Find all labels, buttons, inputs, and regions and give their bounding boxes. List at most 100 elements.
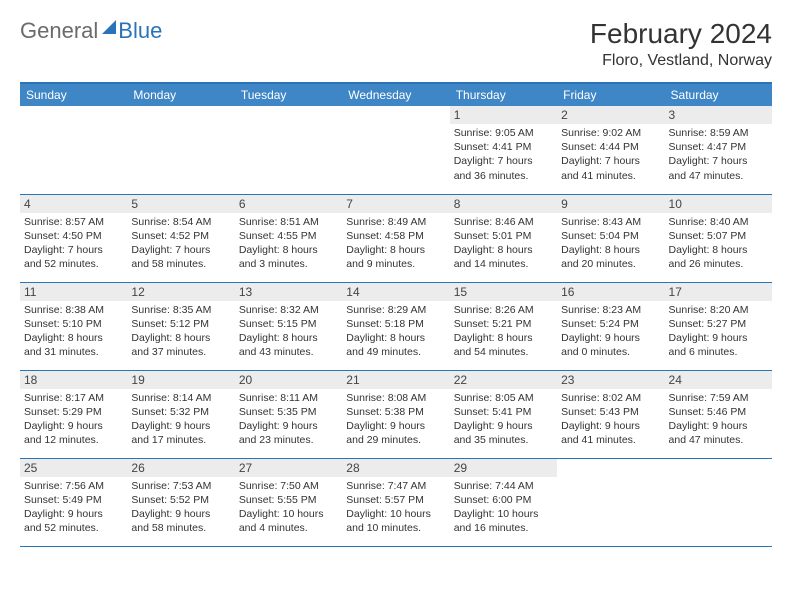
day-info: Sunrise: 8:26 AMSunset: 5:21 PMDaylight:… — [454, 303, 553, 360]
day-cell: 25 Sunrise: 7:56 AMSunset: 5:49 PMDayligh… — [20, 458, 127, 546]
logo-text-general: General — [20, 18, 98, 44]
weekday-header: Tuesday — [235, 83, 342, 106]
calendar-row: 25 Sunrise: 7:56 AMSunset: 5:49 PMDayligh… — [20, 458, 772, 546]
day-info: Sunrise: 7:56 AMSunset: 5:49 PMDaylight:… — [24, 479, 123, 536]
day-info: Sunrise: 9:02 AMSunset: 4:44 PMDaylight:… — [561, 126, 660, 183]
weekday-header: Monday — [127, 83, 234, 106]
day-info: Sunrise: 8:29 AMSunset: 5:18 PMDaylight:… — [346, 303, 445, 360]
empty-cell — [557, 458, 664, 546]
day-info: Sunrise: 7:53 AMSunset: 5:52 PMDaylight:… — [131, 479, 230, 536]
day-cell: 4Sunrise: 8:57 AMSunset: 4:50 PMDaylight… — [20, 194, 127, 282]
day-number: 28 — [342, 459, 449, 477]
weekday-header: Friday — [557, 83, 664, 106]
day-cell: 29 Sunrise: 7:44 AMSunset: 6:00 PMDayligh… — [450, 458, 557, 546]
day-info: Sunrise: 8:11 AMSunset: 5:35 PMDaylight:… — [239, 391, 338, 448]
calendar-row: 4Sunrise: 8:57 AMSunset: 4:50 PMDaylight… — [20, 194, 772, 282]
calendar-row: 11 Sunrise: 8:38 AMSunset: 5:10 PMDayligh… — [20, 282, 772, 370]
day-number: 2 — [557, 106, 664, 124]
day-info: Sunrise: 8:49 AMSunset: 4:58 PMDaylight:… — [346, 215, 445, 272]
day-cell: 24 Sunrise: 7:59 AMSunset: 5:46 PMDayligh… — [665, 370, 772, 458]
empty-cell — [342, 106, 449, 194]
day-info: Sunrise: 8:57 AMSunset: 4:50 PMDaylight:… — [24, 215, 123, 272]
day-number: 23 — [557, 371, 664, 389]
month-title: February 2024 — [590, 18, 772, 50]
empty-cell — [235, 106, 342, 194]
day-cell: 5Sunrise: 8:54 AMSunset: 4:52 PMDaylight… — [127, 194, 234, 282]
day-number: 25 — [20, 459, 127, 477]
day-info: Sunrise: 8:43 AMSunset: 5:04 PMDaylight:… — [561, 215, 660, 272]
logo-text-blue: Blue — [118, 18, 162, 44]
day-cell: 9 Sunrise: 8:43 AMSunset: 5:04 PMDaylight… — [557, 194, 664, 282]
day-number: 21 — [342, 371, 449, 389]
day-number: 11 — [20, 283, 127, 301]
day-number: 15 — [450, 283, 557, 301]
day-number: 6 — [235, 195, 342, 213]
day-cell: 27Sunrise: 7:50 AMSunset: 5:55 PMDayligh… — [235, 458, 342, 546]
day-info: Sunrise: 8:38 AMSunset: 5:10 PMDaylight:… — [24, 303, 123, 360]
day-info: Sunrise: 7:44 AMSunset: 6:00 PMDaylight:… — [454, 479, 553, 536]
day-number: 24 — [665, 371, 772, 389]
day-cell: 26 Sunrise: 7:53 AMSunset: 5:52 PMDayligh… — [127, 458, 234, 546]
day-number: 12 — [127, 283, 234, 301]
day-info: Sunrise: 8:05 AMSunset: 5:41 PMDaylight:… — [454, 391, 553, 448]
day-info: Sunrise: 8:51 AMSunset: 4:55 PMDaylight:… — [239, 215, 338, 272]
day-cell: 7 Sunrise: 8:49 AMSunset: 4:58 PMDaylight… — [342, 194, 449, 282]
day-cell: 28 Sunrise: 7:47 AMSunset: 5:57 PMDayligh… — [342, 458, 449, 546]
day-cell: 20 Sunrise: 8:11 AMSunset: 5:35 PMDayligh… — [235, 370, 342, 458]
day-number: 26 — [127, 459, 234, 477]
logo-triangle-icon — [102, 20, 116, 34]
calendar-head: SundayMondayTuesdayWednesdayThursdayFrid… — [20, 83, 772, 106]
day-info: Sunrise: 8:02 AMSunset: 5:43 PMDaylight:… — [561, 391, 660, 448]
weekday-header: Saturday — [665, 83, 772, 106]
weekday-header: Sunday — [20, 83, 127, 106]
header: General Blue February 2024 Floro, Vestla… — [20, 18, 772, 70]
day-info: Sunrise: 8:23 AMSunset: 5:24 PMDaylight:… — [561, 303, 660, 360]
day-cell: 19Sunrise: 8:14 AMSunset: 5:32 PMDayligh… — [127, 370, 234, 458]
day-info: Sunrise: 9:05 AMSunset: 4:41 PMDaylight:… — [454, 126, 553, 183]
logo: General Blue — [20, 18, 162, 44]
day-number: 13 — [235, 283, 342, 301]
day-info: Sunrise: 7:50 AMSunset: 5:55 PMDaylight:… — [239, 479, 338, 536]
day-cell: 13 Sunrise: 8:32 AMSunset: 5:15 PMDayligh… — [235, 282, 342, 370]
day-cell: 6 Sunrise: 8:51 AMSunset: 4:55 PMDaylight… — [235, 194, 342, 282]
day-number: 7 — [342, 195, 449, 213]
day-number: 5 — [127, 195, 234, 213]
day-number: 8 — [450, 195, 557, 213]
day-cell: 3Sunrise: 8:59 AMSunset: 4:47 PMDaylight… — [665, 106, 772, 194]
day-cell: 14 Sunrise: 8:29 AMSunset: 5:18 PMDayligh… — [342, 282, 449, 370]
day-cell: 17Sunrise: 8:20 AMSunset: 5:27 PMDayligh… — [665, 282, 772, 370]
day-cell: 18 Sunrise: 8:17 AMSunset: 5:29 PMDayligh… — [20, 370, 127, 458]
day-cell: 16Sunrise: 8:23 AMSunset: 5:24 PMDayligh… — [557, 282, 664, 370]
empty-cell — [20, 106, 127, 194]
day-info: Sunrise: 7:47 AMSunset: 5:57 PMDaylight:… — [346, 479, 445, 536]
day-number: 18 — [20, 371, 127, 389]
day-info: Sunrise: 8:17 AMSunset: 5:29 PMDaylight:… — [24, 391, 123, 448]
day-info: Sunrise: 7:59 AMSunset: 5:46 PMDaylight:… — [669, 391, 768, 448]
day-info: Sunrise: 8:08 AMSunset: 5:38 PMDaylight:… — [346, 391, 445, 448]
calendar-table: SundayMondayTuesdayWednesdayThursdayFrid… — [20, 82, 772, 547]
day-cell: 2 Sunrise: 9:02 AMSunset: 4:44 PMDaylight… — [557, 106, 664, 194]
day-number: 17 — [665, 283, 772, 301]
day-info: Sunrise: 8:40 AMSunset: 5:07 PMDaylight:… — [669, 215, 768, 272]
day-info: Sunrise: 8:32 AMSunset: 5:15 PMDaylight:… — [239, 303, 338, 360]
day-cell: 1 Sunrise: 9:05 AMSunset: 4:41 PMDaylight… — [450, 106, 557, 194]
title-block: February 2024 Floro, Vestland, Norway — [590, 18, 772, 70]
day-number: 20 — [235, 371, 342, 389]
day-number: 10 — [665, 195, 772, 213]
calendar-row: 18 Sunrise: 8:17 AMSunset: 5:29 PMDayligh… — [20, 370, 772, 458]
day-cell: 21 Sunrise: 8:08 AMSunset: 5:38 PMDayligh… — [342, 370, 449, 458]
day-number: 1 — [450, 106, 557, 124]
day-number: 14 — [342, 283, 449, 301]
empty-cell — [127, 106, 234, 194]
day-cell: 23 Sunrise: 8:02 AMSunset: 5:43 PMDayligh… — [557, 370, 664, 458]
empty-cell — [665, 458, 772, 546]
day-cell: 11 Sunrise: 8:38 AMSunset: 5:10 PMDayligh… — [20, 282, 127, 370]
day-number: 9 — [557, 195, 664, 213]
day-cell: 10 Sunrise: 8:40 AMSunset: 5:07 PMDayligh… — [665, 194, 772, 282]
day-info: Sunrise: 8:46 AMSunset: 5:01 PMDaylight:… — [454, 215, 553, 272]
day-number: 19 — [127, 371, 234, 389]
day-number: 29 — [450, 459, 557, 477]
calendar-body: 1 Sunrise: 9:05 AMSunset: 4:41 PMDaylight… — [20, 106, 772, 546]
day-number: 22 — [450, 371, 557, 389]
day-info: Sunrise: 8:59 AMSunset: 4:47 PMDaylight:… — [669, 126, 768, 183]
